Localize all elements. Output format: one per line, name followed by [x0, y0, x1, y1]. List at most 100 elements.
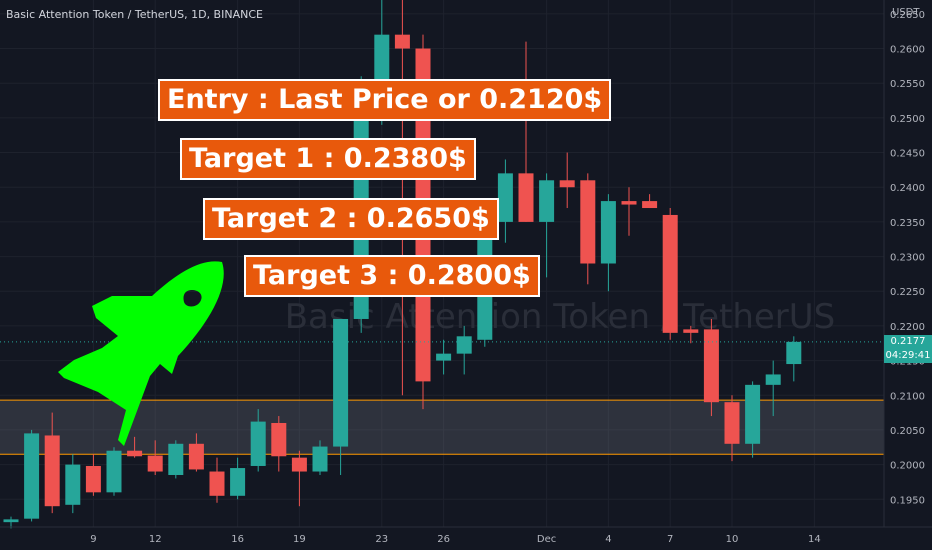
price-tick-label: 0.2650	[890, 10, 925, 21]
candle-body	[250, 421, 266, 466]
candle	[436, 339, 452, 375]
entry-callout: Entry : Last Price or 0.2120$	[158, 79, 612, 121]
date-tick-label: 23	[375, 534, 388, 545]
candle-body	[85, 465, 101, 493]
candle-body	[786, 341, 802, 365]
candle-body	[539, 180, 555, 222]
candle-body	[456, 336, 472, 354]
candle	[65, 454, 81, 514]
candle	[724, 395, 740, 462]
price-tick-label: 0.2000	[890, 461, 925, 472]
candle-body	[662, 214, 678, 333]
candle-body	[394, 34, 410, 49]
candle	[291, 450, 307, 507]
candle	[106, 447, 122, 496]
candle	[230, 457, 246, 500]
candle-body	[518, 173, 534, 222]
price-tick-label: 0.2450	[890, 149, 925, 160]
candle-body	[230, 468, 246, 496]
candle	[271, 416, 287, 472]
candle-body	[703, 329, 719, 403]
candle	[44, 412, 60, 514]
price-tick-label: 0.2300	[890, 253, 925, 264]
date-tick-label: 16	[231, 534, 244, 545]
target-1-callout: Target 1 : 0.2380$	[180, 138, 476, 180]
date-tick-label: 7	[667, 534, 673, 545]
candle	[621, 187, 637, 236]
time-axis[interactable]: 9 12 16 19 23 26 Dec 4 7 10 14	[90, 534, 821, 545]
candle	[188, 433, 204, 472]
candle-body	[621, 201, 637, 205]
price-tick-label: 0.2100	[890, 391, 925, 402]
date-tick-label: 9	[90, 534, 96, 545]
candle	[518, 41, 534, 222]
date-tick-label: 10	[726, 534, 739, 545]
candle	[3, 516, 19, 529]
candle-body	[333, 318, 349, 447]
target-2-callout: Target 2 : 0.2650$	[203, 198, 499, 240]
candle	[394, 0, 410, 396]
candle	[456, 325, 472, 375]
price-axis[interactable]: 0.19500.20000.20500.21000.21500.22000.22…	[890, 10, 925, 506]
candle-body	[580, 180, 596, 264]
candle	[765, 360, 781, 417]
candle	[559, 152, 575, 209]
price-tick-label: 0.2400	[890, 183, 925, 194]
candle-body	[683, 329, 699, 333]
candle-body	[188, 443, 204, 470]
candle-body	[24, 433, 40, 519]
candle-body	[147, 455, 163, 472]
candle	[703, 318, 719, 417]
candle-body	[312, 446, 328, 472]
candle-body	[271, 422, 287, 457]
candle	[127, 436, 143, 458]
price-tick-label: 0.2350	[890, 218, 925, 229]
date-tick-label: 12	[149, 534, 162, 545]
candle-body	[642, 201, 658, 209]
candle	[539, 173, 555, 278]
candle-body	[65, 464, 81, 505]
date-tick-label: Dec	[537, 534, 556, 545]
candle	[24, 429, 40, 522]
candle-body	[559, 180, 575, 188]
date-tick-label: 14	[808, 534, 821, 545]
candle-body	[374, 34, 390, 91]
candle	[147, 440, 163, 475]
target-3-callout: Target 3 : 0.2800$	[244, 255, 540, 297]
candle-body	[209, 471, 225, 496]
rocket-icon	[58, 261, 224, 446]
candle-body	[765, 374, 781, 385]
candle	[642, 194, 658, 209]
candle	[600, 194, 616, 292]
candle-body	[600, 201, 616, 264]
date-tick-label: 26	[437, 534, 450, 545]
price-tick-label: 0.2200	[890, 322, 925, 333]
candle	[745, 381, 761, 458]
candle-body	[44, 435, 60, 507]
candle-body	[497, 173, 513, 222]
candle	[85, 454, 101, 496]
last-price-badge: 0.2177	[884, 334, 932, 349]
candle-body	[127, 450, 143, 457]
candle	[333, 318, 349, 475]
price-tick-label: 0.2600	[890, 45, 925, 56]
candle	[209, 457, 225, 503]
candle-countdown-badge: 04:29:41	[884, 348, 932, 363]
candle-body	[436, 353, 452, 361]
price-tick-label: 0.1950	[890, 495, 925, 506]
date-tick-label: 19	[293, 534, 306, 545]
candle-body	[106, 450, 122, 493]
candle-body	[724, 402, 740, 444]
chart-title: Basic Attention Token / TetherUS, 1D, BI…	[6, 8, 263, 21]
candle-body	[291, 457, 307, 472]
currency-label[interactable]: USDT	[892, 7, 920, 18]
candle	[497, 159, 513, 243]
candle-body	[168, 443, 184, 475]
candle	[250, 409, 266, 472]
price-tick-label: 0.2500	[890, 114, 925, 125]
watermark: Basic Attention Token / TetherUS	[285, 297, 836, 337]
candle	[683, 325, 699, 344]
date-tick-label: 4	[605, 534, 611, 545]
price-tick-label: 0.2550	[890, 79, 925, 90]
